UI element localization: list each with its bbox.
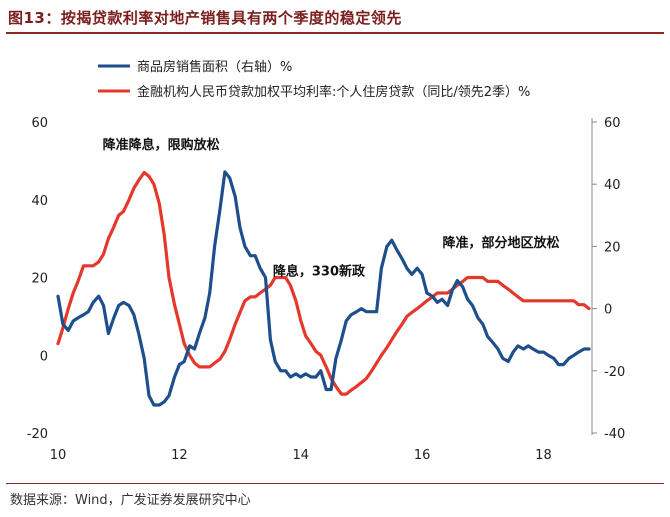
line-chart: 商品房销售面积（右轴）% 金融机构人民币贷款加权平均利率:个人住房贷款（同比/领… xyxy=(27,59,625,463)
right-axis-tick-label: 60 xyxy=(604,116,621,131)
x-axis-tick-label: 12 xyxy=(171,448,188,463)
figure-header: 图13：按揭贷款利率对地产销售具有两个季度的稳定领先 xyxy=(0,0,670,34)
series-line-rate xyxy=(56,170,591,396)
left-axis-tick-label: 20 xyxy=(31,272,48,287)
right-axis-tick-label: 20 xyxy=(604,240,621,255)
left-axis-tick-label: -20 xyxy=(27,427,48,442)
title-underline xyxy=(6,32,664,34)
legend: 商品房销售面积（右轴）% 金融机构人民币贷款加权平均利率:个人住房贷款（同比/领… xyxy=(98,59,530,100)
legend-label-rate: 金融机构人民币贷款加权平均利率:个人住房贷款（同比/领先2季）% xyxy=(137,84,530,100)
chart-annotation: 降准降息，限购放松 xyxy=(103,137,220,153)
left-axis-tick-label: 0 xyxy=(40,349,48,364)
x-axis-tick-label: 18 xyxy=(535,448,552,463)
right-axis-tick-label: -20 xyxy=(604,365,625,380)
source-note: 数据来源：Wind，广发证券发展研究中心 xyxy=(10,493,251,508)
right-axis-tick-label: 40 xyxy=(604,178,621,193)
chart-annotation: 降息，330新政 xyxy=(273,264,366,280)
left-axis-tick-label: 60 xyxy=(31,116,48,131)
legend-label-sales: 商品房销售面积（右轴）% xyxy=(137,59,292,75)
right-axis-tick-label: 0 xyxy=(604,303,612,318)
right-axis-tick-label: -40 xyxy=(604,427,625,442)
x-axis-tick-label: 14 xyxy=(292,448,309,463)
x-axis-tick-label: 10 xyxy=(50,448,67,463)
chart-annotation: 降准，部分地区放松 xyxy=(442,235,559,251)
left-axis-tick-label: 40 xyxy=(31,194,48,209)
series-line-sales xyxy=(56,170,591,407)
footer-rule xyxy=(6,483,664,484)
axes: -20 0 20 40 60 -40 -20 0 20 40 60 10 12 14 16 18 xyxy=(27,116,625,463)
series-lines xyxy=(56,170,591,407)
figure-title: 图13：按揭贷款利率对地产销售具有两个季度的稳定领先 xyxy=(8,9,402,27)
x-axis-tick-label: 16 xyxy=(414,448,431,463)
